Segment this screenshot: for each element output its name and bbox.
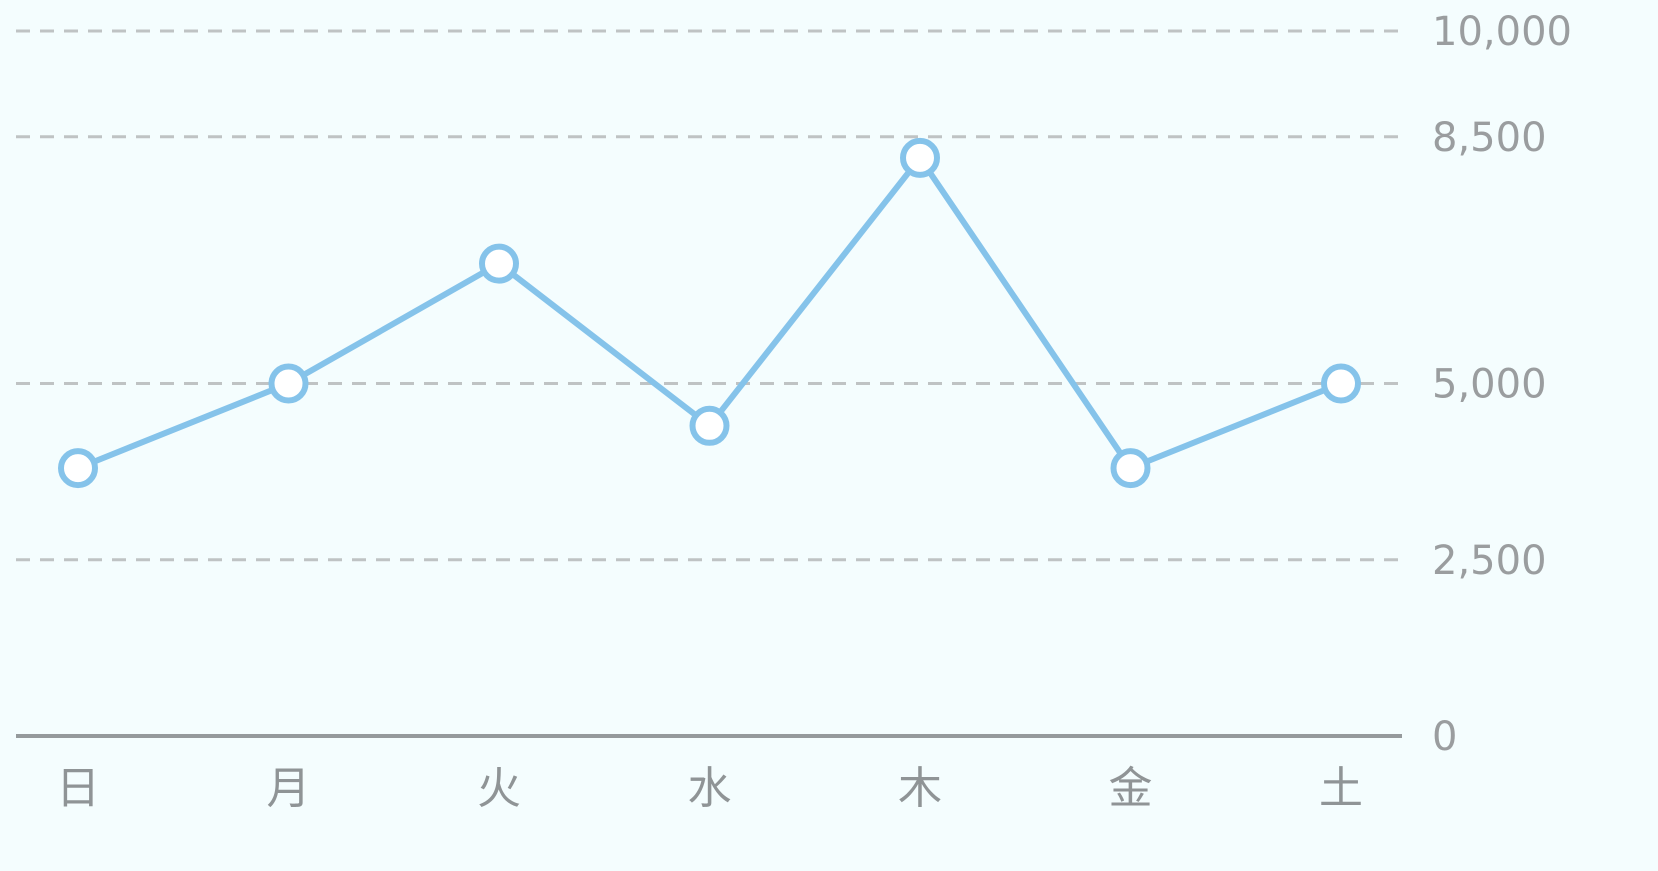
data-point: [58, 448, 98, 489]
data-point: [1110, 448, 1151, 489]
y-tick-label: 10,000: [1432, 9, 1572, 55]
y-axis-tick-labels: 0 2,500 5,000 8,500 10,000: [1432, 9, 1572, 760]
data-point: [1321, 363, 1361, 404]
x-tick-label: 月: [267, 763, 311, 814]
y-tick-label: 8,500: [1432, 115, 1547, 161]
x-tick-label: 水: [688, 763, 732, 814]
x-tick-label: 土: [1319, 763, 1363, 814]
x-axis-tick-labels: 日月火水木金土: [56, 763, 1363, 814]
x-tick-label: 日: [56, 763, 100, 814]
x-tick-label: 火: [477, 763, 521, 814]
x-tick-label: 木: [898, 763, 942, 814]
data-point: [479, 243, 519, 284]
series-layer: [58, 137, 1361, 489]
gridlines: [16, 29, 1402, 562]
y-tick-label: 2,500: [1432, 538, 1547, 584]
x-tick-label: 金: [1109, 763, 1153, 814]
data-point: [689, 405, 730, 446]
data-point: [268, 363, 309, 404]
y-tick-label: 0: [1432, 714, 1457, 760]
y-tick-label: 5,000: [1432, 362, 1547, 408]
data-point: [900, 137, 940, 178]
